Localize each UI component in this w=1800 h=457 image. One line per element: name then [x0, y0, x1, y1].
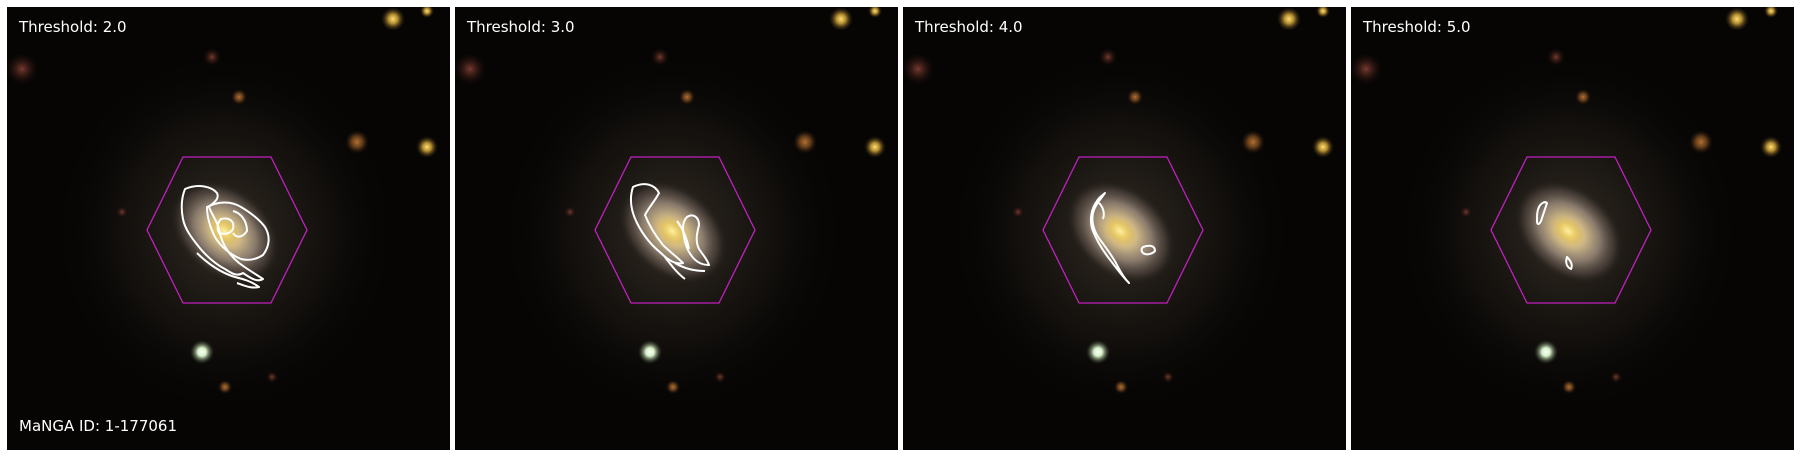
galaxy-image-2 — [455, 7, 898, 450]
galaxy-image-3 — [903, 7, 1346, 450]
threshold-label: Threshold: 4.0 — [915, 18, 1023, 36]
threshold-label: Threshold: 5.0 — [1363, 18, 1471, 36]
ifu-hexagon — [146, 156, 308, 304]
threshold-label: Threshold: 2.0 — [19, 18, 127, 36]
ifu-hexagon — [594, 156, 756, 304]
contour-lines — [1536, 201, 1573, 270]
image-panel-1: Threshold: 2.0 MaNGA ID: 1-177061 — [7, 7, 450, 450]
manga-id-label: MaNGA ID: 1-177061 — [19, 417, 178, 435]
image-panel-4: Threshold: 5.0 — [1351, 7, 1794, 450]
contour-lines — [180, 185, 270, 289]
threshold-label: Threshold: 3.0 — [467, 18, 575, 36]
galaxy-image-1 — [7, 7, 450, 450]
ifu-hexagon — [1490, 156, 1652, 304]
contour-lines — [629, 183, 710, 280]
galaxy-image-4 — [1351, 7, 1794, 450]
image-panel-3: Threshold: 4.0 — [903, 7, 1346, 450]
contour-lines — [1089, 192, 1156, 284]
image-panel-2: Threshold: 3.0 — [455, 7, 898, 450]
ifu-hexagon — [1042, 156, 1204, 304]
